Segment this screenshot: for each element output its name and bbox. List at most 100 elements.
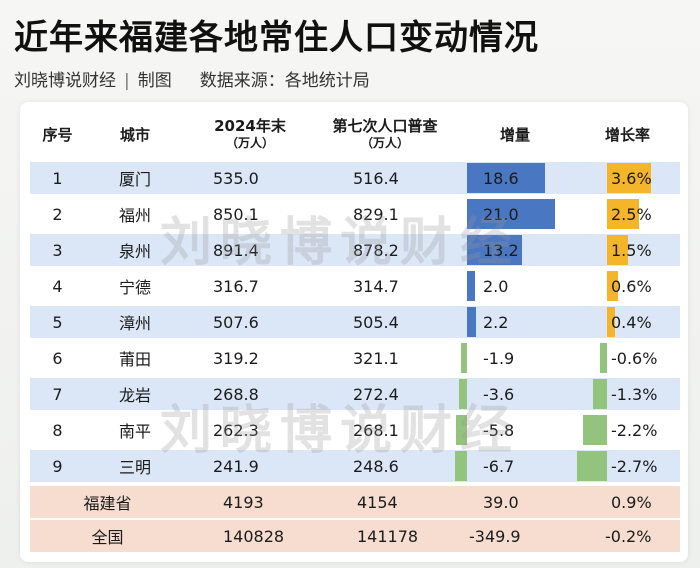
rate-value: 2.5% <box>611 204 652 224</box>
row-value-census7: 268.1 <box>353 420 399 440</box>
row-index: 4 <box>52 276 63 296</box>
increment-value: 18.6 <box>483 168 519 188</box>
row-value-census7: 829.1 <box>353 204 399 224</box>
row-value-census7: 248.6 <box>353 456 399 476</box>
increment-value: 2.2 <box>483 312 509 332</box>
row-index: 2 <box>52 204 63 224</box>
row-increment-cell: -5.8 <box>455 414 575 446</box>
increment-bar <box>467 271 476 301</box>
row-value-2024: 850.1 <box>213 204 259 224</box>
rate-value: 0.6% <box>611 276 652 296</box>
page-title: 近年来福建各地常住人口变动情况 <box>14 18 539 58</box>
table-row: 7 龙岩 268.8 272.4 -3.6 -1.3% <box>30 378 680 410</box>
increment-value: -1.9 <box>483 348 515 368</box>
row-index: 6 <box>52 348 63 368</box>
increment-value: 2.0 <box>483 276 509 296</box>
rate-bar <box>577 451 607 481</box>
increment-bar <box>467 163 546 193</box>
total-value-2024: 4193 <box>223 492 264 512</box>
rate-value: -1.3% <box>611 384 658 404</box>
row-city: 三明 <box>118 458 151 477</box>
row-value-2024: 241.9 <box>213 456 259 476</box>
row-increment-cell: -6.7 <box>454 450 575 482</box>
subtitle: 刘晓博说财经 | 制图 数据来源：各地统计局 <box>14 66 370 91</box>
rate-value: -2.7% <box>611 456 658 476</box>
rate-value: -2.2% <box>611 420 658 440</box>
rate-bar <box>607 271 618 301</box>
row-value-census7: 516.4 <box>353 168 399 188</box>
row-city: 厦门 <box>118 170 151 189</box>
row-city: 宁德 <box>118 278 151 297</box>
row-increment-cell: 13.2 <box>455 234 575 266</box>
header-v24-label: 2024年末 <box>214 117 286 135</box>
total-row: 福建省 4193 4154 39.0 0.9% <box>30 486 680 518</box>
increment-bar <box>467 235 523 265</box>
rate-value: -0.6% <box>611 348 658 368</box>
row-rate-cell: -2.7% <box>575 450 680 482</box>
increment-value: 13.2 <box>483 240 519 260</box>
total-rate: -0.2% <box>605 526 652 546</box>
total-increment: 39.0 <box>483 492 519 512</box>
row-value-2024: 507.6 <box>213 312 259 332</box>
header-v7-unit: （万人） <box>360 136 409 150</box>
table-row: 5 漳州 507.6 505.4 2.2 0.4% <box>30 306 680 338</box>
row-index: 9 <box>52 456 63 476</box>
rate-value: 3.6% <box>611 168 652 188</box>
row-value-2024: 316.7 <box>213 276 259 296</box>
row-city: 龙岩 <box>118 386 151 405</box>
increment-bar <box>467 199 556 229</box>
row-value-2024: 535.0 <box>213 168 259 188</box>
row-value-2024: 891.4 <box>213 240 259 260</box>
header-v7: 第七次人口普查 （万人） <box>315 112 455 158</box>
row-index: 1 <box>52 168 63 188</box>
rate-bar <box>607 235 628 265</box>
rate-bar <box>607 199 639 229</box>
row-index: 7 <box>52 384 63 404</box>
row-rate-cell: 2.5% <box>575 198 680 230</box>
header-v24: 2024年末 （万人） <box>185 112 315 158</box>
total-value-2024: 140828 <box>223 526 285 546</box>
rate-bar <box>600 343 607 373</box>
table-body: 1 厦门 535.0 516.4 18.6 3.6% 2 福州 850.1 829.1 21.0 2.… <box>30 162 680 552</box>
table-row: 1 厦门 535.0 516.4 18.6 3.6% <box>30 162 680 194</box>
population-table: 序号 城市 2024年末 （万人） 第七次人口普查 （万人） 增量 增长率 1 厦… <box>30 112 680 552</box>
rate-value: 1.5% <box>611 240 652 260</box>
increment-bar <box>458 379 467 409</box>
table-header: 序号 城市 2024年末 （万人） 第七次人口普查 （万人） 增量 增长率 <box>30 112 680 158</box>
row-value-census7: 321.1 <box>353 348 399 368</box>
table-row: 9 三明 241.9 248.6 -6.7 -2.7% <box>30 450 680 482</box>
row-city: 漳州 <box>118 314 151 333</box>
row-city: 泉州 <box>118 242 151 261</box>
source-label: 数据来源：各地统计局 <box>199 71 370 91</box>
header-v7-label: 第七次人口普查 <box>332 117 438 135</box>
header-idx: 序号 <box>42 125 73 144</box>
table-row: 4 宁德 316.7 314.7 2.0 0.6% <box>30 270 680 302</box>
chart-label: 制图 <box>137 71 172 91</box>
header-inc: 增量 <box>499 125 530 144</box>
total-increment: -349.9 <box>469 526 521 546</box>
subtitle-separator: | <box>124 71 130 91</box>
rate-bar <box>607 163 651 193</box>
row-city: 莆田 <box>118 350 151 369</box>
rate-bar <box>607 307 616 337</box>
rate-value: 0.4% <box>611 312 652 332</box>
rate-bar <box>582 415 607 445</box>
row-city: 南平 <box>118 422 151 441</box>
row-increment-cell: -3.6 <box>455 378 575 410</box>
row-increment-cell: 18.6 <box>455 162 575 194</box>
header-v24-unit: （万人） <box>225 136 274 150</box>
total-name: 全国 <box>91 528 124 547</box>
increment-bar <box>454 451 467 481</box>
row-rate-cell: -0.6% <box>575 342 680 374</box>
total-value-census7: 141178 <box>357 526 419 546</box>
rate-bar <box>592 379 607 409</box>
row-value-2024: 319.2 <box>213 348 259 368</box>
row-index: 8 <box>52 420 63 440</box>
row-rate-cell: 0.6% <box>575 270 680 302</box>
increment-bar <box>467 307 477 337</box>
increment-bar <box>460 343 467 373</box>
row-rate-cell: 1.5% <box>575 234 680 266</box>
total-rate: 0.9% <box>611 492 652 512</box>
row-value-2024: 262.3 <box>213 420 259 440</box>
total-row: 全国 140828 141178 -349.9 -0.2% <box>30 520 680 552</box>
